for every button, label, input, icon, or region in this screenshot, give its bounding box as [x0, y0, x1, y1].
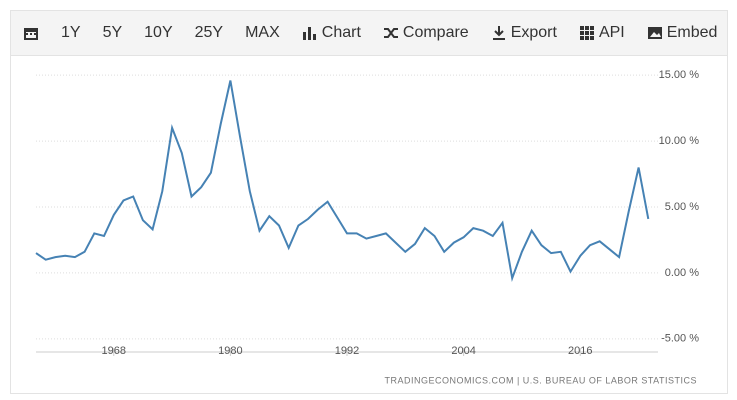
button-label[interactable]: Export	[510, 24, 557, 41]
button-label[interactable]: Embed	[666, 24, 718, 41]
calendar-icon[interactable]	[23, 25, 39, 41]
button-label[interactable]: Compare	[402, 24, 469, 41]
toolbar-button[interactable]: 10Y	[144, 24, 172, 42]
y-tick-label: -5.00 %	[661, 333, 699, 345]
icon	[579, 26, 594, 40]
x-tick-label: 1968	[102, 345, 126, 357]
toolbar-button[interactable]: Embed	[647, 24, 718, 42]
button-label[interactable]: MAX	[245, 24, 280, 41]
y-tick-label: 5.00 %	[665, 201, 699, 213]
x-tick-label: 1980	[218, 345, 242, 357]
icon	[647, 27, 662, 39]
toolbar: 1Y 5Y 10Y 25Y MAX Chart Compare Export API Embed	[11, 11, 727, 56]
icon	[383, 28, 398, 38]
toolbar-button[interactable]: 1Y	[61, 24, 81, 42]
source: TRADINGECONOMICS.COM | U.S. BUREAU OF LA…	[384, 375, 697, 385]
x-tick-label: 2016	[568, 345, 592, 357]
widget: TRADINGECONOMICS.COM | U.S. BUREAU OF LA…	[10, 10, 728, 394]
toolbar-button[interactable]: 25Y	[195, 24, 223, 42]
y-tick-label: 15.00 %	[659, 69, 700, 81]
toolbar-button[interactable]: MAX	[245, 24, 280, 42]
toolbar-button[interactable]: Chart	[302, 24, 361, 42]
icon	[492, 26, 505, 40]
toolbar-button[interactable]: API	[579, 24, 625, 42]
button-label[interactable]: 1Y	[61, 24, 81, 41]
button-label[interactable]: 25Y	[194, 24, 224, 41]
toolbar-button[interactable]: Export	[491, 24, 557, 42]
x-tick-label: 2004	[451, 345, 475, 357]
chart: TRADINGECONOMICS.COM | U.S. BUREAU OF LA…	[35, 69, 700, 385]
toolbar-button[interactable]: 5Y	[103, 24, 123, 42]
y-tick-label: 10.00 %	[659, 135, 700, 147]
toolbar-button[interactable]: Compare	[383, 24, 469, 42]
line	[35, 80, 650, 283]
button-label[interactable]: API	[598, 24, 625, 41]
button-label[interactable]: 10Y	[144, 24, 173, 41]
button-label[interactable]: 5Y	[102, 24, 123, 41]
button-label[interactable]: Chart	[321, 24, 361, 41]
y-tick-label: 0.00 %	[665, 267, 699, 279]
x-tick-label: 1992	[335, 345, 359, 357]
icon	[302, 27, 316, 40]
